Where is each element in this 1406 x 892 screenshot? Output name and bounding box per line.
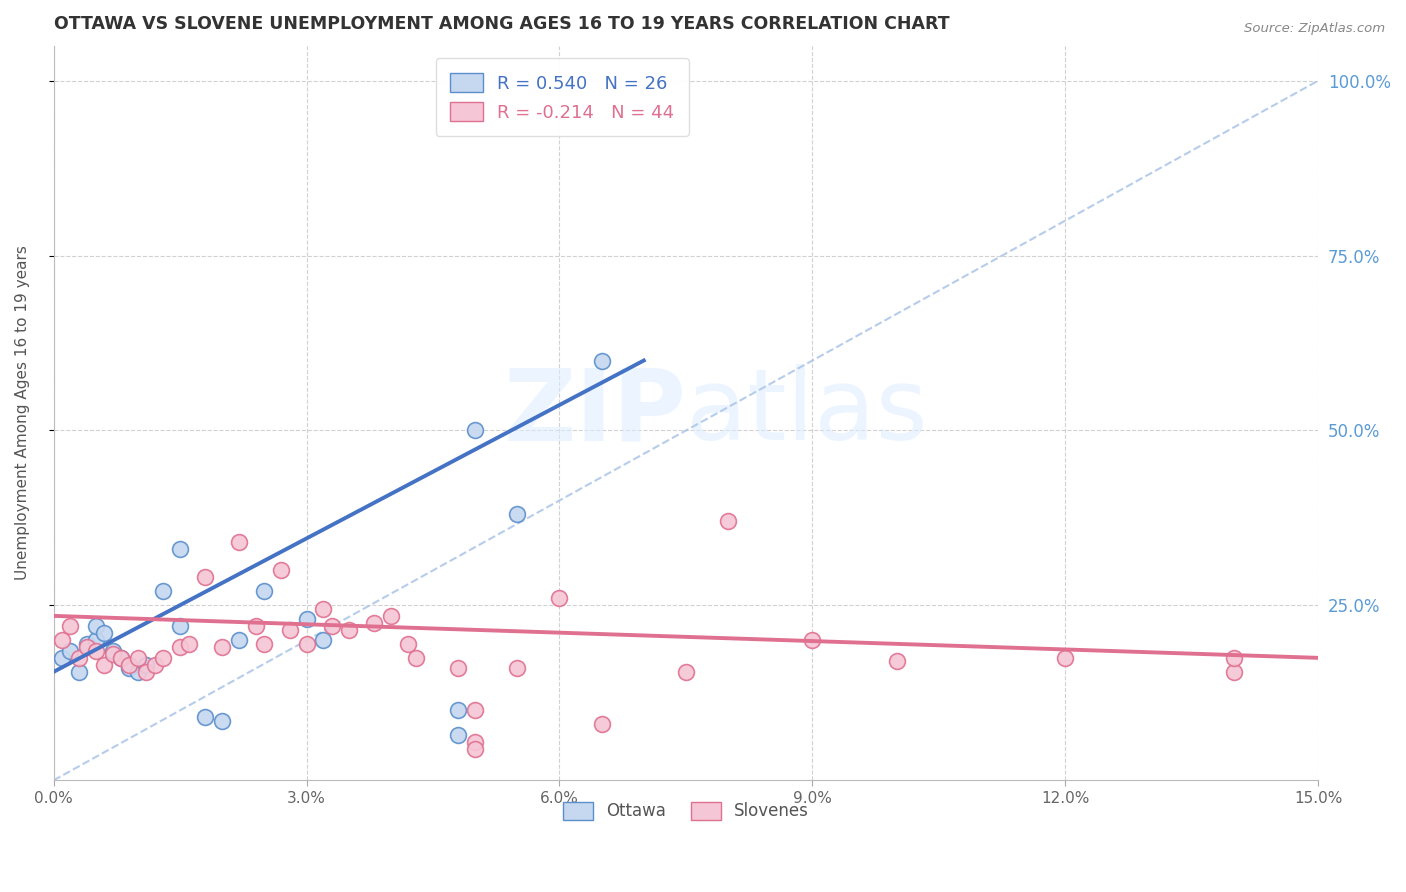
Point xyxy=(169,619,191,633)
Point xyxy=(67,665,90,679)
Point xyxy=(447,728,470,742)
Point xyxy=(591,353,613,368)
Point xyxy=(253,584,276,599)
Point xyxy=(886,654,908,668)
Point xyxy=(135,657,157,672)
Point xyxy=(101,648,124,662)
Point xyxy=(245,619,267,633)
Point xyxy=(1223,665,1246,679)
Point xyxy=(84,633,107,648)
Point xyxy=(1054,651,1077,665)
Point xyxy=(1223,651,1246,665)
Point xyxy=(152,584,174,599)
Point xyxy=(211,714,233,728)
Point xyxy=(110,651,132,665)
Point xyxy=(228,535,250,549)
Point xyxy=(76,640,98,655)
Point xyxy=(169,542,191,557)
Text: Source: ZipAtlas.com: Source: ZipAtlas.com xyxy=(1244,22,1385,36)
Y-axis label: Unemployment Among Ages 16 to 19 years: Unemployment Among Ages 16 to 19 years xyxy=(15,245,30,581)
Point xyxy=(253,637,276,651)
Point xyxy=(194,710,217,724)
Point xyxy=(51,633,73,648)
Point xyxy=(118,657,141,672)
Point xyxy=(548,591,571,606)
Point xyxy=(363,615,385,630)
Point xyxy=(67,651,90,665)
Point xyxy=(464,741,486,756)
Point xyxy=(59,619,82,633)
Point xyxy=(312,602,335,616)
Text: atlas: atlas xyxy=(686,365,928,461)
Point xyxy=(337,623,360,637)
Text: ZIP: ZIP xyxy=(503,365,686,461)
Point xyxy=(396,637,419,651)
Point xyxy=(211,640,233,655)
Point xyxy=(59,644,82,658)
Legend: Ottawa, Slovenes: Ottawa, Slovenes xyxy=(555,795,815,827)
Point xyxy=(110,651,132,665)
Point xyxy=(76,637,98,651)
Point xyxy=(84,644,107,658)
Point xyxy=(127,651,149,665)
Point xyxy=(194,570,217,584)
Point xyxy=(118,661,141,675)
Point xyxy=(177,637,200,651)
Point xyxy=(312,633,335,648)
Point xyxy=(380,608,402,623)
Point xyxy=(127,665,149,679)
Point xyxy=(675,665,697,679)
Point xyxy=(506,661,529,675)
Point xyxy=(464,703,486,717)
Point xyxy=(143,657,166,672)
Point xyxy=(169,640,191,655)
Text: OTTAWA VS SLOVENE UNEMPLOYMENT AMONG AGES 16 TO 19 YEARS CORRELATION CHART: OTTAWA VS SLOVENE UNEMPLOYMENT AMONG AGE… xyxy=(53,15,949,33)
Point xyxy=(506,508,529,522)
Point xyxy=(717,515,740,529)
Point xyxy=(447,661,470,675)
Point xyxy=(93,626,115,640)
Point xyxy=(270,563,292,577)
Point xyxy=(321,619,343,633)
Point xyxy=(591,717,613,731)
Point xyxy=(51,651,73,665)
Point xyxy=(135,665,157,679)
Point xyxy=(228,633,250,648)
Point xyxy=(152,651,174,665)
Point xyxy=(295,612,318,626)
Point xyxy=(295,637,318,651)
Point xyxy=(464,735,486,749)
Point xyxy=(405,651,427,665)
Point xyxy=(447,703,470,717)
Point xyxy=(101,644,124,658)
Point xyxy=(801,633,824,648)
Point xyxy=(464,424,486,438)
Point xyxy=(93,657,115,672)
Point xyxy=(84,619,107,633)
Point xyxy=(278,623,301,637)
